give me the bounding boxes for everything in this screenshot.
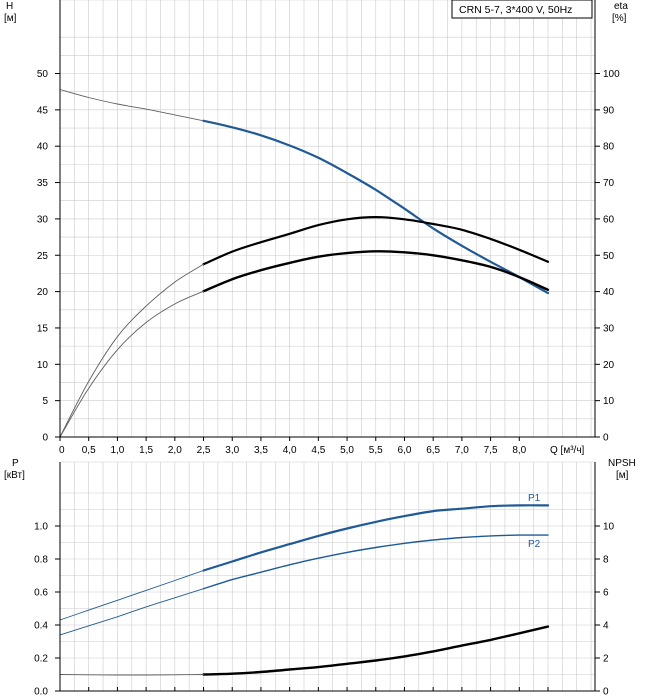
- top-y-left-tick-label: 45: [37, 105, 49, 116]
- x-tick-label: 7,5: [484, 445, 498, 456]
- series-label-p2: P2: [528, 539, 541, 550]
- top-y-left-tick-label: 30: [37, 214, 49, 225]
- bottom-y-right-label-line1: NPSH: [608, 458, 636, 469]
- top-y-right-tick-label: 100: [603, 69, 620, 80]
- legend-box-text: CRN 5-7, 3*400 V, 50Hz: [459, 4, 572, 16]
- top-y-right-label-line1: eta: [614, 1, 628, 12]
- bottom-curve-0: [202, 504, 550, 572]
- top-curve-2: [202, 215, 550, 266]
- bottom-y-right-tick-label: 8: [603, 555, 609, 566]
- legend-box: [451, 0, 593, 19]
- top-y-left-tick-label: 25: [37, 251, 49, 262]
- x-tick-label: 0: [59, 445, 65, 456]
- top-y-left-label-line1: H: [6, 1, 13, 12]
- x-tick-label: 4,5: [311, 445, 325, 456]
- top-y-right-tick-label: 10: [603, 396, 615, 407]
- bottom-y-right-tick-label: 0: [603, 687, 609, 698]
- x-tick-label: 3,5: [254, 445, 268, 456]
- top-y-left-tick-label: 20: [37, 287, 49, 298]
- top-y-left-tick-label: 0: [42, 433, 48, 444]
- x-tick-label: 5,5: [369, 445, 383, 456]
- curves: [59, 89, 550, 676]
- x-tick-label: 2,0: [168, 445, 182, 456]
- bottom-y-right-label-line2: [м]: [616, 470, 629, 481]
- top-y-left-tick-label: 40: [37, 142, 49, 153]
- tick-labels: 0510152025303540455001020304050607080901…: [34, 0, 620, 698]
- top-y-right-label-line2: [%]: [612, 13, 627, 24]
- x-tick-label: 0,5: [82, 445, 96, 456]
- top-y-left-tick-label: 15: [37, 323, 49, 334]
- bottom-y-right-tick-label: 2: [603, 654, 609, 665]
- bottom-y-right-tick-label: 10: [603, 522, 615, 533]
- x-tick-label: 6,5: [426, 445, 440, 456]
- x-tick-label: 4,0: [283, 445, 297, 456]
- bottom-y-right-tick-label: 6: [603, 588, 609, 599]
- x-axis-label: Q [м³/ч]: [550, 445, 585, 456]
- bottom-y-left-label-line2: [кВт]: [4, 470, 25, 481]
- top-curve-3: [59, 263, 204, 438]
- top-curve-5: [59, 290, 204, 438]
- series-label-p1: P1: [528, 493, 541, 504]
- bottom-y-left-tick-label: 0.2: [34, 654, 48, 665]
- top-y-right-tick-label: 20: [603, 360, 615, 371]
- bottom-y-left-tick-label: 0.4: [34, 621, 48, 632]
- top-y-right-tick-label: 90: [603, 105, 615, 116]
- top-y-right-tick-label: 40: [603, 287, 615, 298]
- top-curve-0: [202, 119, 550, 295]
- x-tick-label: 7,0: [455, 445, 469, 456]
- top-y-left-tick-label: 5: [42, 396, 48, 407]
- bottom-curve-2: [202, 534, 549, 590]
- top-y-left-tick-label: 35: [37, 178, 49, 189]
- bottom-curve-3: [59, 588, 204, 636]
- top-y-right-tick-label: 30: [603, 323, 615, 334]
- x-tick-label: 8,0: [512, 445, 526, 456]
- top-y-left-tick-label: 10: [37, 360, 49, 371]
- x-tick-label: 3,0: [225, 445, 239, 456]
- bottom-curve-4: [202, 625, 550, 676]
- bottom-chart-grid: [59, 461, 596, 692]
- top-y-right-tick-label: 80: [603, 142, 615, 153]
- top-y-left-tick-label: 50: [37, 69, 49, 80]
- bottom-y-left-tick-label: 0.0: [34, 687, 48, 698]
- bottom-y-right-tick-label: 4: [603, 621, 609, 632]
- top-chart-grid: [59, 0, 596, 438]
- bottom-y-left-label-line1: P: [12, 458, 19, 469]
- bottom-curve-1: [59, 570, 204, 621]
- bottom-y-left-tick-label: 1.0: [34, 522, 48, 533]
- top-y-right-tick-label: 70: [603, 178, 615, 189]
- x-tick-label: 1,0: [110, 445, 124, 456]
- top-y-right-tick-label: 50: [603, 251, 615, 262]
- top-curve-4: [202, 250, 550, 293]
- top-curve-1: [59, 89, 204, 122]
- bottom-curve-5: [59, 674, 204, 676]
- x-tick-label: 5,0: [340, 445, 354, 456]
- top-y-left-label-line2: [м]: [4, 13, 17, 24]
- x-tick-label: 1,5: [139, 445, 153, 456]
- bottom-y-left-tick-label: 0.6: [34, 588, 48, 599]
- x-tick-label: 6,0: [398, 445, 412, 456]
- bottom-y-left-tick-label: 0.8: [34, 555, 48, 566]
- x-tick-label: 2,5: [197, 445, 211, 456]
- top-y-right-tick-label: 0: [603, 433, 609, 444]
- top-y-right-tick-label: 60: [603, 214, 615, 225]
